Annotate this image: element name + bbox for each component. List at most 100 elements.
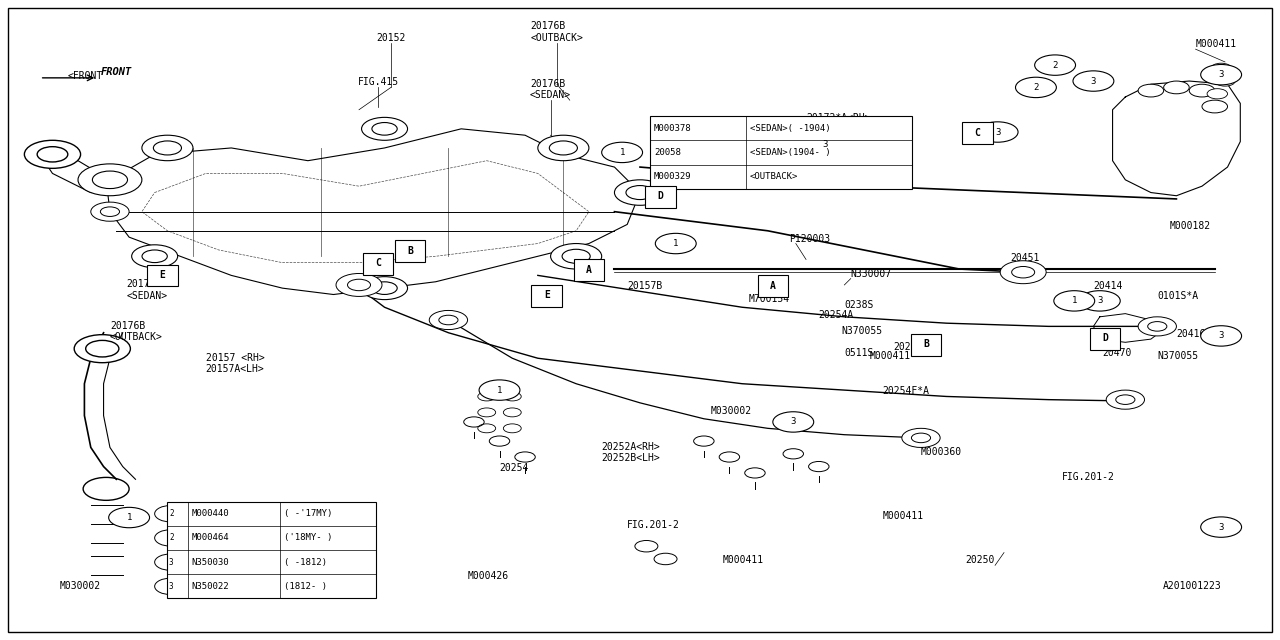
Circle shape — [562, 249, 590, 263]
Text: D: D — [658, 191, 663, 202]
Text: E: E — [160, 269, 165, 280]
Circle shape — [783, 449, 804, 459]
Text: 20250: 20250 — [965, 556, 995, 565]
Text: M000411: M000411 — [883, 511, 924, 521]
Bar — [168, 502, 375, 598]
Text: 20470: 20470 — [1102, 348, 1132, 358]
Text: 20176B
<SEDAN>: 20176B <SEDAN> — [127, 279, 168, 301]
Text: 3: 3 — [1219, 70, 1224, 79]
Circle shape — [1201, 517, 1242, 538]
Circle shape — [515, 452, 535, 462]
Text: 0511S: 0511S — [845, 348, 874, 358]
Text: 20176B
<OUTBACK>: 20176B <OUTBACK> — [110, 321, 163, 342]
Circle shape — [538, 135, 589, 161]
Text: 2: 2 — [169, 509, 174, 518]
Bar — [650, 116, 913, 189]
Text: 2: 2 — [1052, 61, 1057, 70]
Text: FIG.201-2: FIG.201-2 — [627, 520, 680, 531]
Circle shape — [1215, 76, 1235, 86]
Text: 3: 3 — [1097, 296, 1102, 305]
Text: 1: 1 — [1071, 296, 1076, 305]
Circle shape — [1034, 55, 1075, 76]
Circle shape — [78, 164, 142, 196]
Circle shape — [1201, 65, 1242, 85]
Text: 20157B: 20157B — [627, 282, 663, 291]
Text: P120003: P120003 — [790, 234, 831, 244]
FancyBboxPatch shape — [911, 334, 941, 356]
Circle shape — [1138, 84, 1164, 97]
Circle shape — [1201, 326, 1242, 346]
Circle shape — [372, 122, 397, 135]
Circle shape — [1015, 77, 1056, 98]
Text: 20416: 20416 — [1176, 329, 1206, 339]
FancyBboxPatch shape — [961, 122, 992, 144]
FancyBboxPatch shape — [573, 259, 604, 281]
Text: <FRONT: <FRONT — [68, 71, 104, 81]
Circle shape — [155, 554, 188, 570]
Text: M000411: M000411 — [723, 556, 764, 565]
Text: ( -'17MY): ( -'17MY) — [284, 509, 332, 518]
Circle shape — [1106, 390, 1144, 409]
Circle shape — [109, 508, 150, 528]
Text: B: B — [407, 246, 413, 255]
Circle shape — [614, 180, 666, 205]
Circle shape — [626, 186, 654, 200]
Text: 3: 3 — [1219, 523, 1224, 532]
Circle shape — [429, 310, 467, 330]
Circle shape — [602, 142, 643, 163]
Circle shape — [809, 461, 829, 472]
Circle shape — [155, 578, 188, 595]
Circle shape — [977, 122, 1018, 142]
Text: M000440: M000440 — [192, 509, 229, 518]
Circle shape — [142, 250, 168, 262]
Text: E: E — [544, 290, 549, 300]
Text: M000411: M000411 — [870, 351, 911, 362]
Text: 20058: 20058 — [654, 148, 681, 157]
Text: 20254A: 20254A — [819, 310, 854, 320]
Circle shape — [489, 436, 509, 446]
Text: 0101S*A: 0101S*A — [1157, 291, 1198, 301]
Text: N350030: N350030 — [192, 557, 229, 566]
Text: M000360: M000360 — [922, 447, 963, 457]
Polygon shape — [106, 129, 640, 294]
Text: 3: 3 — [169, 557, 174, 566]
FancyBboxPatch shape — [758, 275, 788, 297]
Text: N330007: N330007 — [851, 269, 892, 278]
Text: 1: 1 — [497, 385, 502, 395]
Text: M000329: M000329 — [654, 172, 691, 181]
Text: A: A — [769, 280, 776, 291]
Text: 20254: 20254 — [499, 463, 529, 473]
Text: ('18MY- ): ('18MY- ) — [284, 533, 332, 543]
Circle shape — [361, 276, 407, 300]
Text: M000378: M000378 — [654, 124, 691, 132]
Text: N370055: N370055 — [842, 326, 883, 336]
Circle shape — [24, 140, 81, 168]
Text: <OUTBACK>: <OUTBACK> — [750, 172, 799, 181]
Circle shape — [805, 134, 846, 155]
Circle shape — [902, 428, 940, 447]
Text: FIG.415: FIG.415 — [357, 77, 399, 88]
Text: ( -1812): ( -1812) — [284, 557, 326, 566]
Text: 3: 3 — [823, 140, 828, 149]
Circle shape — [91, 202, 129, 221]
Circle shape — [550, 244, 602, 269]
Circle shape — [655, 234, 696, 253]
Polygon shape — [1112, 81, 1240, 196]
Text: M000411: M000411 — [1196, 39, 1236, 49]
Text: 20250H<RH>
20250I <LH>: 20250H<RH> 20250I <LH> — [666, 136, 730, 157]
Circle shape — [142, 135, 193, 161]
Text: C: C — [974, 127, 980, 138]
Circle shape — [463, 417, 484, 427]
Polygon shape — [1093, 314, 1164, 342]
Text: 1: 1 — [127, 513, 132, 522]
Text: FRONT: FRONT — [101, 67, 132, 77]
Text: 0238S: 0238S — [845, 300, 874, 310]
Text: FIG.201-2: FIG.201-2 — [1061, 472, 1115, 483]
Circle shape — [1164, 81, 1189, 94]
Text: 20152: 20152 — [376, 33, 406, 43]
Text: M700154: M700154 — [749, 294, 790, 304]
Circle shape — [1000, 260, 1046, 284]
FancyBboxPatch shape — [531, 285, 562, 307]
Text: N370055: N370055 — [1157, 351, 1198, 362]
Circle shape — [1079, 291, 1120, 311]
